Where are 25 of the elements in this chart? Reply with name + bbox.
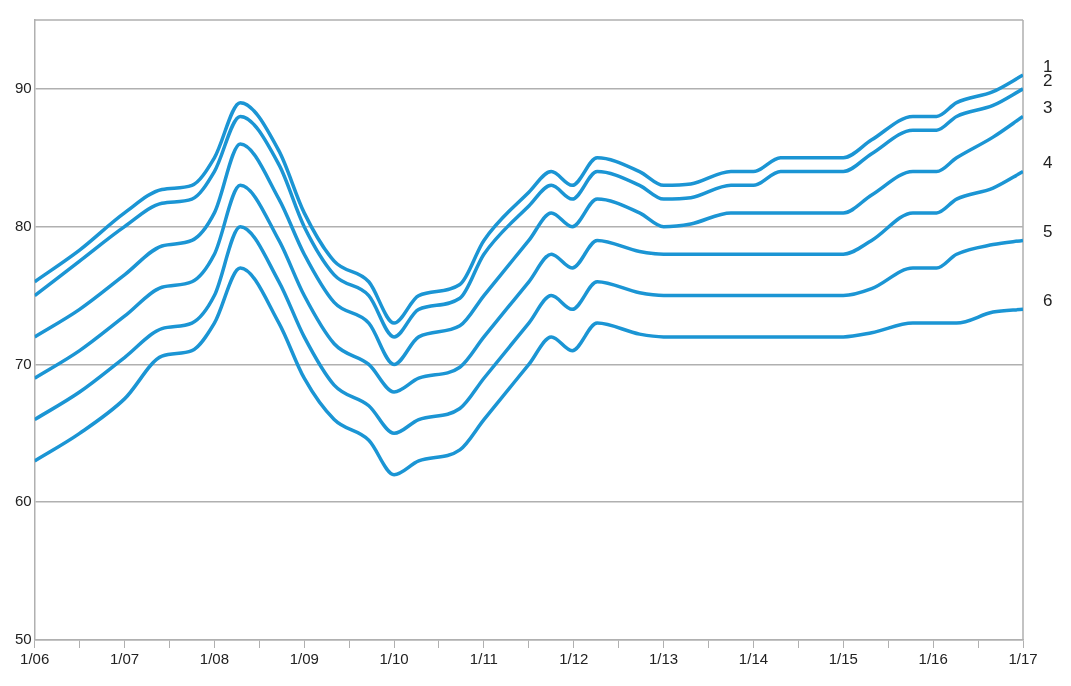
line-series bbox=[34, 114, 1023, 367]
y-tick-label: 80 bbox=[15, 216, 32, 234]
y-tick-label: 90 bbox=[15, 79, 32, 97]
x-tick-label: 1/12 bbox=[559, 650, 589, 668]
x-tick-label: 1/08 bbox=[199, 650, 229, 668]
series-label: 4 bbox=[1043, 153, 1053, 173]
y-tick-label: 70 bbox=[15, 354, 32, 372]
y-tick-label: 50 bbox=[15, 630, 32, 648]
series-label: 5 bbox=[1043, 222, 1053, 242]
x-tick-label: 1/06 bbox=[20, 650, 50, 668]
line-series bbox=[34, 169, 1023, 394]
series-label: 3 bbox=[1043, 98, 1053, 118]
x-tick-label: 1/16 bbox=[918, 650, 948, 668]
line-series bbox=[34, 224, 1023, 436]
y-tick-label: 60 bbox=[15, 492, 32, 510]
x-tick-label: 1/15 bbox=[828, 650, 858, 668]
x-tick-label: 1/11 bbox=[469, 650, 498, 668]
x-tick-label: 1/07 bbox=[109, 650, 140, 668]
x-tick-label: 1/14 bbox=[738, 650, 769, 668]
x-tick-label: 1/17 bbox=[1008, 650, 1038, 668]
x-tick-label: 1/09 bbox=[289, 650, 319, 668]
series-label: 6 bbox=[1043, 291, 1053, 311]
x-tick-label: 1/10 bbox=[379, 650, 409, 668]
x-tick-label: 1/13 bbox=[649, 650, 679, 668]
line-series bbox=[34, 266, 1023, 477]
